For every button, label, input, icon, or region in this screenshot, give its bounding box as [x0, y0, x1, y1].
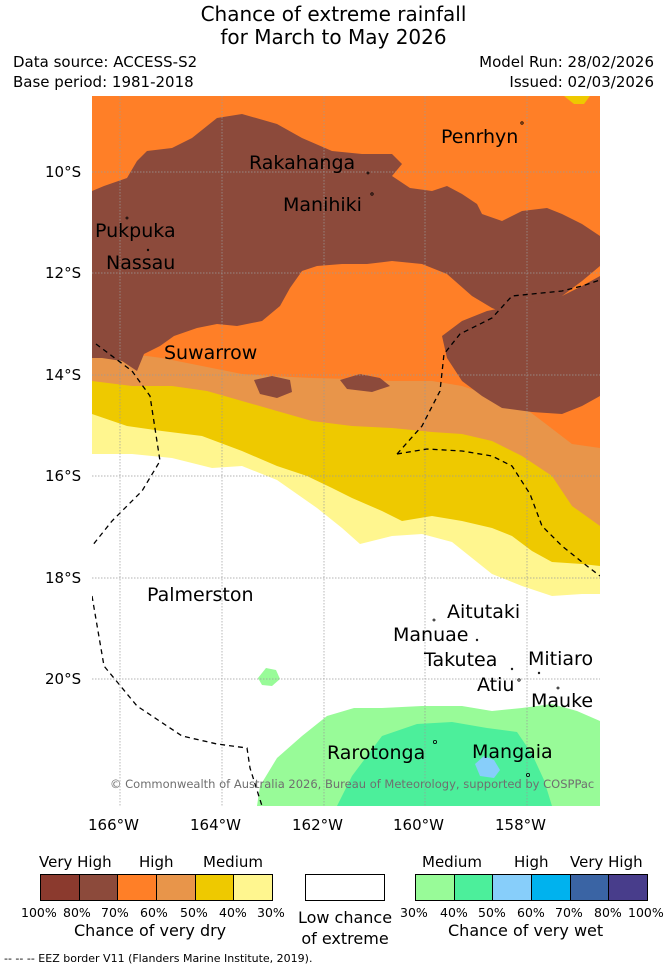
legend-wet-pct-80: 80% — [594, 905, 622, 920]
place-label-atiu: Atiu — [477, 674, 515, 696]
legend-swatch-wet-70-80 — [570, 875, 610, 900]
place-label-penrhyn: Penrhyn — [441, 126, 519, 148]
legend-swatch-wet-50-60 — [493, 875, 533, 900]
copyright-notice: © Commonwealth of Australia 2026, Bureau… — [110, 777, 595, 791]
legend-wet-colorbar — [415, 874, 648, 901]
legend-swatch-wet-80-100 — [609, 875, 648, 900]
place-label-manuae: Manuae — [393, 624, 469, 646]
legend-swatch-dry-80-70 — [79, 875, 119, 900]
map-title-line2: for March to May 2026 — [220, 25, 447, 49]
model-run-label: Model Run: 28/02/2026 — [479, 53, 654, 71]
legend-dry-pct-40: 40% — [219, 905, 247, 920]
legend-swatch-dry-40-30 — [234, 875, 273, 900]
base-period-label: Base period: 1981-2018 — [13, 73, 194, 91]
legend-dry-pct-60: 60% — [140, 905, 168, 920]
place-label-manihiki: Manihiki — [283, 194, 362, 216]
wet-zone-50-60 — [475, 756, 500, 778]
dry-zone-70-80-main — [92, 114, 600, 371]
issued-label: Issued: 02/03/2026 — [509, 73, 654, 91]
lat-label-12s: 12°S — [45, 264, 82, 282]
lat-label-10s: 10°S — [45, 163, 82, 181]
legend-low-chance-line1: Low chance — [297, 908, 393, 927]
lon-label-158w: 158°W — [495, 816, 546, 834]
legend-dry-pct-70: 70% — [101, 905, 129, 920]
lon-label-162w: 162°W — [292, 816, 343, 834]
rainfall-map — [92, 96, 600, 806]
legend-wet-pct-60: 60% — [517, 905, 545, 920]
wet-zone-30-40-islet — [258, 668, 280, 686]
place-label-rakahanga: Rakahanga — [249, 152, 356, 174]
eez-border — [92, 279, 600, 806]
lon-label-160w: 160°W — [393, 816, 444, 834]
place-label-pukapuka: Pukpuka — [95, 220, 176, 242]
legend-swatch-dry-100-80 — [41, 875, 80, 900]
dry-zone-70-80-blob-a — [254, 376, 292, 398]
legend-wet-pct-50: 50% — [478, 905, 506, 920]
dry-zone-40-50-corner — [564, 96, 590, 104]
place-label-mitiaro: Mitiaro — [528, 648, 594, 670]
place-label-palmerston: Palmerston — [147, 584, 254, 606]
place-label-nassau: Nassau — [106, 252, 176, 274]
legend-dry-pct-80: 80% — [63, 905, 91, 920]
legend-swatch-wet-40-50 — [454, 875, 494, 900]
lon-label-164w: 164°W — [190, 816, 241, 834]
legend-swatch-dry-50-40 — [195, 875, 235, 900]
legend-wet-pct-70: 70% — [555, 905, 583, 920]
dry-zone-70-80-blob-b — [340, 374, 390, 392]
lat-label-18s: 18°S — [45, 569, 82, 587]
legend-swatch-wet-30-40 — [416, 875, 455, 900]
legend-low-chance-line2: of extreme — [301, 929, 389, 948]
place-label-mangaia: Mangaia — [472, 741, 553, 763]
place-label-takutea: Takutea — [424, 649, 498, 671]
legend-wet-pct-30: 30% — [400, 905, 428, 920]
data-source-label: Data source: ACCESS-S2 — [13, 53, 198, 71]
legend-dry-pct-100: 100% — [21, 905, 57, 920]
lat-label-14s: 14°S — [45, 366, 82, 384]
legend-swatch-dry-70-60 — [118, 875, 158, 900]
legend-dry-pct-30: 30% — [257, 905, 285, 920]
legend-dry-caption: Chance of very dry — [74, 921, 227, 940]
map-title-line1: Chance of extreme rainfall — [200, 2, 467, 26]
legend-swatch-wet-60-70 — [532, 875, 571, 900]
legend-wet-header-medium: Medium — [422, 853, 482, 871]
legend-dry-header-medium: Medium — [203, 853, 263, 871]
lat-label-20s: 20°S — [45, 670, 82, 688]
lat-label-16s: 16°S — [45, 467, 82, 485]
legend-wet-pct-100: 100% — [628, 905, 664, 920]
legend-wet-caption: Chance of very wet — [448, 921, 604, 940]
eez-footnote: -- -- -- EEZ border V11 (Flanders Marine… — [4, 952, 313, 965]
legend-dry-header-very-high: Very High — [39, 853, 112, 871]
legend-wet-header-very-high: Very High — [570, 853, 643, 871]
place-label-rarotonga: Rarotonga — [327, 742, 426, 764]
wet-zone-40-50 — [337, 722, 552, 806]
lon-label-166w: 166°W — [88, 816, 139, 834]
place-label-mauke: Mauke — [531, 690, 594, 712]
legend-wet-pct-40: 40% — [440, 905, 468, 920]
place-label-suwarrow: Suwarrow — [164, 342, 258, 364]
dry-zone-70-80-east — [442, 276, 600, 414]
legend-dry-colorbar — [40, 874, 273, 901]
graticule — [92, 96, 600, 806]
place-label-aitutaki: Aitutaki — [447, 601, 521, 623]
legend-dry-header-high: High — [139, 853, 174, 871]
island-markers — [125, 121, 560, 778]
legend-wet-header-high: High — [514, 853, 549, 871]
legend-swatch-dry-60-50 — [157, 875, 196, 900]
legend-dry-pct-50: 50% — [180, 905, 208, 920]
legend-swatch-low-chance — [305, 874, 385, 901]
